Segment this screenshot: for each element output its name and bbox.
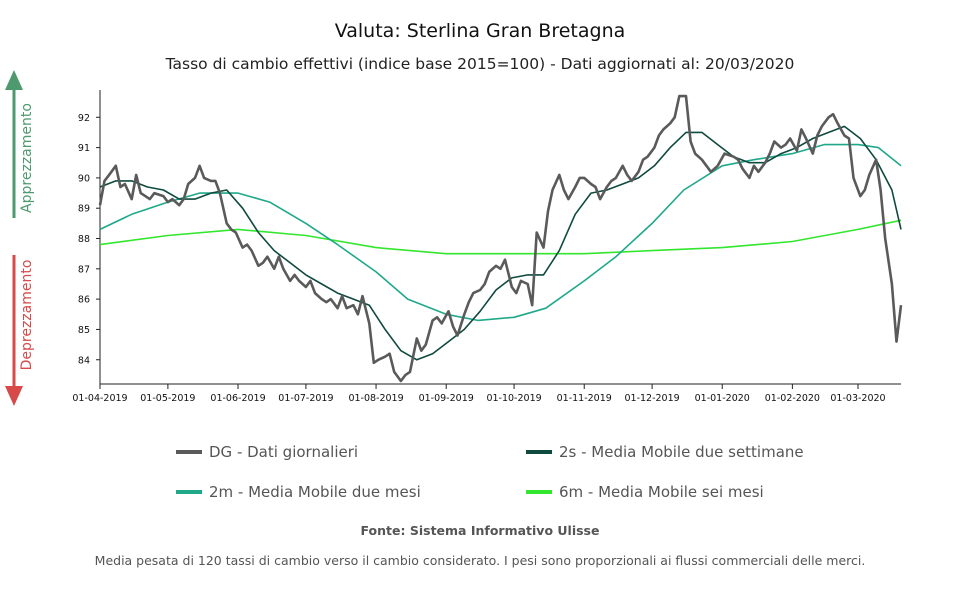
footnote: Media pesata di 120 tassi di cambio vers…	[94, 553, 866, 568]
legend-label-daily: DG - Dati giornalieri	[209, 443, 359, 461]
series-group	[98, 94, 903, 383]
legend-swatch-2w	[526, 450, 552, 454]
x-tick-label: 01-06-2019	[210, 393, 265, 404]
appreciation-indicator: Apprezzamento	[5, 70, 35, 218]
y-tick-label: 84	[78, 355, 90, 366]
series-line-6m	[99, 219, 902, 255]
series-line-daily	[98, 94, 903, 383]
x-tick-label: 01-10-2019	[486, 393, 541, 404]
y-tick-label: 85	[78, 325, 90, 336]
x-tick-label: 01-12-2019	[624, 393, 679, 404]
x-tick-label: 01-11-2019	[557, 393, 612, 404]
x-tick-label: 01-02-2020	[765, 393, 820, 404]
legend-swatch-6m	[526, 490, 552, 494]
down-arrow-icon	[5, 386, 23, 406]
legend-label-2w: 2s - Media Mobile due settimane	[559, 443, 804, 461]
up-arrow-icon	[5, 70, 23, 90]
y-tick-label: 88	[78, 234, 90, 245]
x-tick-label: 01-04-2019	[72, 393, 127, 404]
y-tick-label: 90	[78, 173, 90, 184]
chart-title: Valuta: Sterlina Gran Bretagna	[334, 20, 626, 42]
series-line-2m	[99, 143, 902, 322]
y-tick-label: 86	[78, 295, 90, 306]
chart-area: Apprezzamento Deprezzamento 84 85 86 87 88 89…	[5, 70, 903, 406]
y-tick-label: 87	[78, 264, 90, 275]
depreciation-label: Deprezzamento	[19, 260, 35, 371]
x-tick-label: 01-05-2019	[140, 393, 195, 404]
chart-subtitle: Tasso di cambio effettivi (indice base 2…	[165, 55, 795, 73]
x-tick-label: 01-09-2019	[419, 393, 474, 404]
x-tick-label: 01-01-2020	[695, 393, 750, 404]
legend-item-2w: 2s - Media Mobile due settimane	[526, 443, 804, 461]
y-tick-label: 89	[78, 204, 90, 215]
y-tick-label: 91	[78, 143, 90, 154]
legend-item-6m: 6m - Media Mobile sei mesi	[526, 483, 764, 501]
y-tick-group: 84 85 86 87 88 89 90 91 92	[78, 113, 100, 366]
legend-swatch-2m	[176, 490, 202, 494]
x-tick-label: 01-08-2019	[348, 393, 403, 404]
legend-label-6m: 6m - Media Mobile sei mesi	[559, 483, 764, 501]
depreciation-indicator: Deprezzamento	[5, 255, 35, 406]
legend-swatch-daily	[176, 450, 202, 454]
x-tick-label: 01-07-2019	[278, 393, 333, 404]
series-line-2w	[99, 125, 902, 361]
legend-item-2m: 2m - Media Mobile due mesi	[176, 483, 421, 501]
legend-item-daily: DG - Dati giornalieri	[176, 443, 358, 461]
appreciation-label: Apprezzamento	[19, 103, 35, 213]
x-tick-label: 01-03-2020	[830, 393, 885, 404]
legend-label-2m: 2m - Media Mobile due mesi	[209, 483, 421, 501]
source-label: Fonte: Sistema Informativo Ulisse	[360, 523, 600, 538]
y-tick-label: 92	[78, 113, 90, 124]
x-tick-group: 01-04-2019 01-05-2019 01-06-2019 01-07-2019…	[72, 384, 886, 404]
